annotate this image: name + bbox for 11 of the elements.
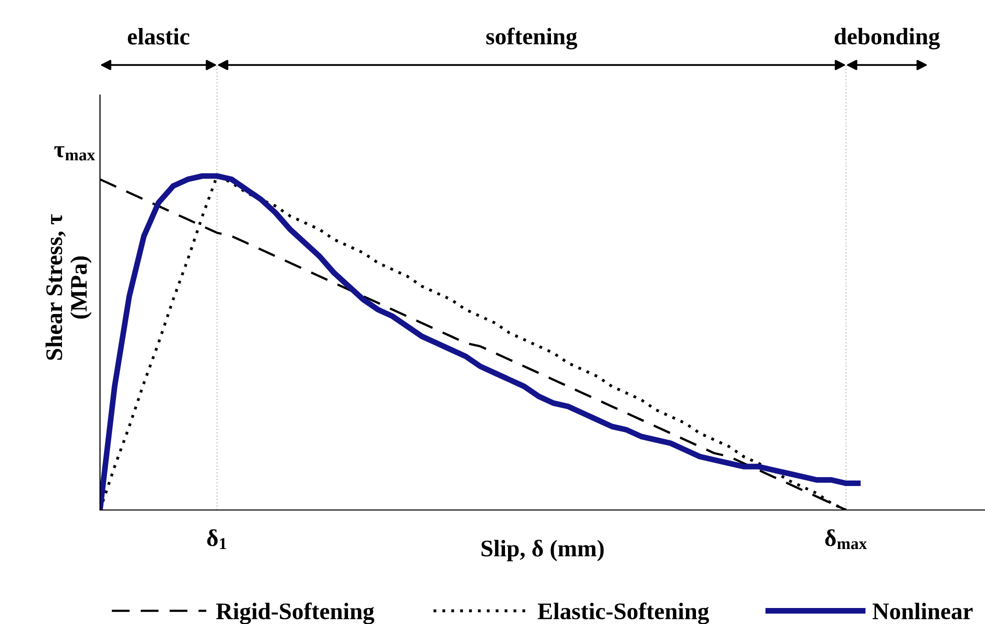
x-tick-label: δ$_{1}$ xyxy=(207,529,226,550)
legend-label: Elastic-Softening xyxy=(538,602,709,624)
text: elastic xyxy=(128,28,190,45)
y-axis-title: Shear Stress, τ (MPa) xyxy=(46,214,92,360)
x-tick-label: δ$_{max}$ xyxy=(825,529,867,550)
x-axis-title: Slip, δ (mm) xyxy=(482,540,604,562)
text: τ$_{max}$ xyxy=(54,146,96,160)
text: softening xyxy=(486,28,578,50)
text: debonding xyxy=(834,28,940,50)
legend-label: Nonlinear xyxy=(872,602,973,620)
legend-label: Rigid-Softening xyxy=(216,602,374,624)
